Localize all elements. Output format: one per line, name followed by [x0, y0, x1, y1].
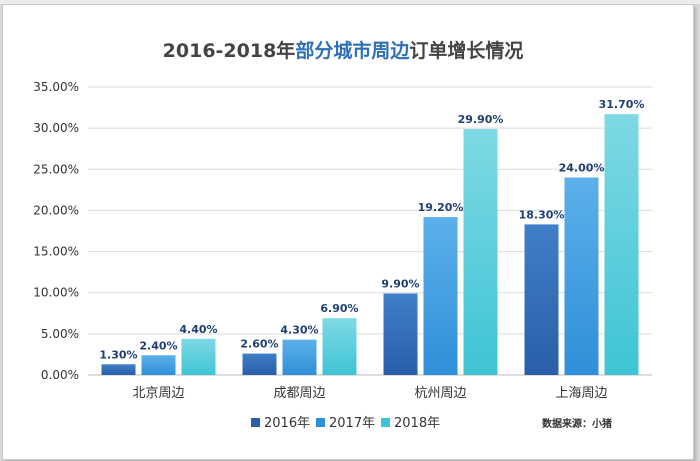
x-tick-label: 上海周边	[555, 386, 607, 401]
data-label: 9.90%	[381, 278, 419, 291]
data-label: 18.30%	[519, 208, 565, 221]
data-label: 4.30%	[280, 324, 318, 337]
data-label: 24.00%	[559, 162, 605, 175]
bars	[101, 114, 639, 375]
y-tick-label: 0.00%	[41, 368, 79, 382]
legend-label: 2018年	[394, 416, 440, 431]
bar	[141, 355, 176, 375]
title-prefix: 2016-2018年	[163, 39, 296, 62]
data-label: 29.90%	[458, 113, 504, 126]
x-tick-label: 成都周边	[273, 386, 325, 401]
y-tick-label: 20.00%	[33, 203, 79, 217]
chart-title: 2016-2018年部分城市周边订单增长情况	[163, 39, 524, 62]
data-label: 1.30%	[99, 348, 137, 361]
x-tick-label: 北京周边	[132, 386, 184, 401]
data-label: 31.70%	[599, 98, 645, 111]
data-label: 6.90%	[320, 302, 358, 315]
bar	[463, 128, 498, 375]
x-tick-label: 杭州周边	[414, 386, 466, 401]
y-tick-label: 5.00%	[41, 327, 79, 341]
title-highlight: 部分城市周边	[295, 39, 410, 62]
bar	[383, 293, 418, 375]
y-axis-ticks: 0.00% 5.00% 10.00% 15.00% 20.00% 25.00% 30.00%…	[33, 80, 79, 382]
legend-label: 2017年	[329, 416, 375, 431]
source-note: 数据来源：小猪	[542, 417, 612, 430]
legend-swatch	[381, 418, 390, 427]
bar	[564, 177, 599, 375]
legend-swatch	[316, 418, 325, 427]
legend: 2016年 2017年 2018年	[251, 416, 440, 431]
bar	[604, 114, 639, 375]
bar	[524, 224, 559, 375]
data-label: 19.20%	[418, 201, 464, 214]
data-label: 2.60%	[240, 338, 278, 351]
bar	[282, 339, 317, 375]
x-axis-ticks: 北京周边 成都周边 杭州周边 上海周边	[132, 386, 607, 401]
legend-label: 2016年	[264, 416, 310, 431]
bar	[423, 217, 458, 375]
bar	[322, 318, 357, 375]
window-top-strip	[0, 0, 700, 4]
data-label: 4.40%	[179, 323, 217, 336]
data-label: 2.40%	[139, 339, 177, 352]
y-tick-label: 35.00%	[33, 80, 79, 94]
y-tick-label: 25.00%	[33, 162, 79, 176]
bar	[242, 353, 277, 375]
bar	[181, 338, 216, 375]
y-tick-label: 10.00%	[33, 286, 79, 300]
bar	[101, 364, 136, 375]
title-suffix: 订单增长情况	[409, 39, 523, 62]
y-tick-label: 30.00%	[33, 121, 79, 135]
y-tick-label: 15.00%	[33, 245, 79, 259]
data-labels: 1.30%2.40%4.40% 2.60%4.30%6.90% 9.90% 19.20…	[99, 98, 644, 361]
legend-swatch	[251, 418, 260, 427]
